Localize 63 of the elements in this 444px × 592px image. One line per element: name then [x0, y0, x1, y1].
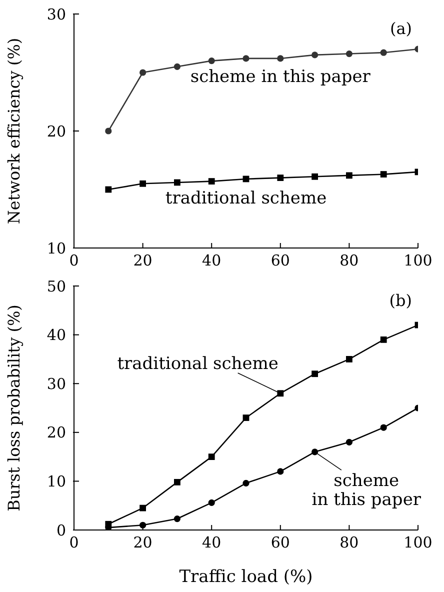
point — [208, 454, 215, 460]
y-axis-title: Burst loss probability (%) — [4, 304, 24, 512]
point — [380, 424, 387, 431]
point — [346, 356, 352, 362]
point — [174, 478, 180, 486]
point — [277, 55, 284, 62]
point — [346, 438, 352, 446]
x-tick-label: 100 — [404, 534, 432, 552]
x-tick-label: 0 — [69, 534, 79, 552]
point — [208, 178, 215, 185]
point — [312, 370, 318, 378]
point — [174, 63, 180, 70]
point — [242, 480, 250, 486]
point — [380, 336, 387, 343]
point — [242, 55, 250, 62]
series-label: traditional scheme — [165, 188, 327, 209]
point — [105, 128, 112, 134]
x-tick-label: 20 — [133, 534, 152, 552]
annotation: (a) — [390, 19, 412, 38]
y-tick-label: 0 — [56, 521, 66, 540]
point — [105, 186, 112, 193]
x-tick-label: 40 — [202, 252, 222, 270]
y-tick-label: 20 — [46, 424, 66, 442]
y-axis-title: Network efficiency (%) — [4, 38, 24, 224]
annotation: (b) — [389, 291, 412, 310]
point — [140, 522, 146, 528]
point — [277, 468, 284, 475]
legend-label: scheme in this paper — [312, 471, 422, 510]
y-tick-label: 20 — [46, 122, 66, 140]
point — [380, 49, 387, 56]
y-tick-label: 40 — [46, 326, 66, 344]
point — [312, 448, 318, 456]
y-tick-label: 30 — [46, 374, 66, 393]
x-tick-label: 80 — [340, 534, 359, 552]
point — [242, 414, 250, 421]
point — [312, 52, 318, 58]
point — [346, 50, 352, 58]
point — [277, 174, 284, 181]
x-tick-label: 80 — [340, 252, 359, 270]
x-tick-label: 60 — [270, 534, 290, 552]
y-tick-label: 50 — [46, 277, 66, 296]
y-tick-label: 10 — [46, 472, 66, 491]
point — [208, 499, 215, 506]
x-tick-label: 60 — [270, 252, 290, 270]
x-tick-label: 20 — [133, 252, 152, 270]
point — [380, 171, 387, 178]
x-tick-label: 100 — [404, 252, 432, 270]
point — [277, 390, 284, 397]
point — [208, 58, 215, 64]
series-label: traditional scheme — [117, 354, 278, 374]
series-label: scheme in this paper — [190, 66, 372, 87]
point — [346, 172, 352, 179]
y-tick-label: 10 — [46, 239, 66, 258]
x-tick-label: 0 — [69, 252, 79, 270]
point — [140, 69, 146, 76]
point — [174, 179, 180, 186]
point — [174, 515, 180, 522]
x-axis-title: Traffic load (%) — [179, 567, 313, 587]
point — [312, 173, 318, 180]
x-tick-label: 40 — [202, 534, 222, 552]
y-tick-label: 30 — [46, 5, 66, 24]
point — [140, 180, 146, 187]
point — [140, 504, 146, 512]
